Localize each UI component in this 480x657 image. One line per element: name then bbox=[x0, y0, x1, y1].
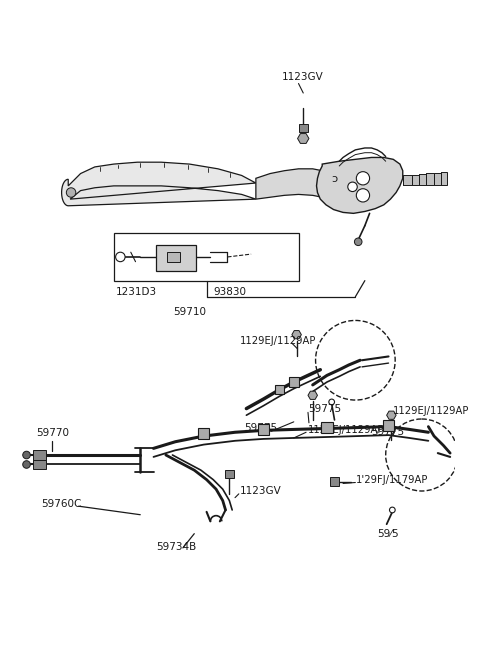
Circle shape bbox=[348, 182, 357, 192]
Text: 93830: 93830 bbox=[213, 287, 246, 297]
Text: 1'29FJ/1179AP: 1'29FJ/1179AP bbox=[356, 475, 429, 485]
Bar bbox=[114, 233, 299, 281]
Polygon shape bbox=[387, 411, 396, 419]
Bar bbox=[330, 477, 339, 486]
Bar bbox=[225, 470, 234, 478]
Text: 59734B: 59734B bbox=[156, 542, 197, 552]
Bar bbox=[289, 377, 299, 387]
Polygon shape bbox=[298, 133, 309, 143]
Polygon shape bbox=[316, 158, 403, 214]
Circle shape bbox=[66, 188, 76, 197]
Text: 59775: 59775 bbox=[308, 404, 341, 414]
Circle shape bbox=[356, 171, 370, 185]
Text: 1123GV: 1123GV bbox=[240, 486, 281, 496]
Circle shape bbox=[389, 507, 395, 513]
Circle shape bbox=[23, 461, 30, 468]
Circle shape bbox=[23, 451, 30, 459]
Polygon shape bbox=[292, 330, 301, 339]
Text: 59⁄5: 59⁄5 bbox=[377, 529, 399, 539]
Polygon shape bbox=[61, 162, 256, 206]
Bar bbox=[299, 124, 308, 132]
Bar bbox=[419, 173, 426, 185]
Text: ɔ: ɔ bbox=[332, 173, 338, 183]
Text: 1129EJ/1129AP: 1129EJ/1129AP bbox=[393, 406, 469, 416]
Bar bbox=[383, 420, 394, 432]
Circle shape bbox=[329, 399, 335, 405]
Bar bbox=[412, 175, 419, 185]
Text: 1129EJ/1129AP: 1129EJ/1129AP bbox=[308, 424, 384, 435]
Circle shape bbox=[356, 189, 370, 202]
Bar bbox=[167, 252, 180, 261]
Text: 59710: 59710 bbox=[173, 307, 206, 317]
Bar bbox=[441, 171, 447, 185]
FancyBboxPatch shape bbox=[156, 244, 196, 271]
Text: 1231D3: 1231D3 bbox=[116, 287, 157, 297]
Bar bbox=[275, 385, 284, 394]
Bar bbox=[426, 173, 434, 185]
Bar bbox=[258, 424, 269, 435]
Bar bbox=[33, 460, 47, 469]
Text: 59760C: 59760C bbox=[41, 499, 81, 509]
Circle shape bbox=[116, 252, 125, 261]
Text: 59775: 59775 bbox=[244, 423, 277, 433]
Bar bbox=[321, 422, 333, 433]
Circle shape bbox=[354, 238, 362, 246]
Polygon shape bbox=[256, 169, 339, 203]
Bar bbox=[434, 173, 441, 185]
Bar bbox=[403, 175, 412, 185]
Text: 1129EJ/1129AP: 1129EJ/1129AP bbox=[240, 336, 316, 346]
Polygon shape bbox=[308, 391, 317, 399]
Text: 59775: 59775 bbox=[372, 426, 405, 437]
Bar bbox=[198, 428, 209, 439]
Text: 1123GV: 1123GV bbox=[281, 72, 323, 82]
Bar bbox=[33, 450, 47, 460]
Text: 59770: 59770 bbox=[36, 428, 69, 438]
